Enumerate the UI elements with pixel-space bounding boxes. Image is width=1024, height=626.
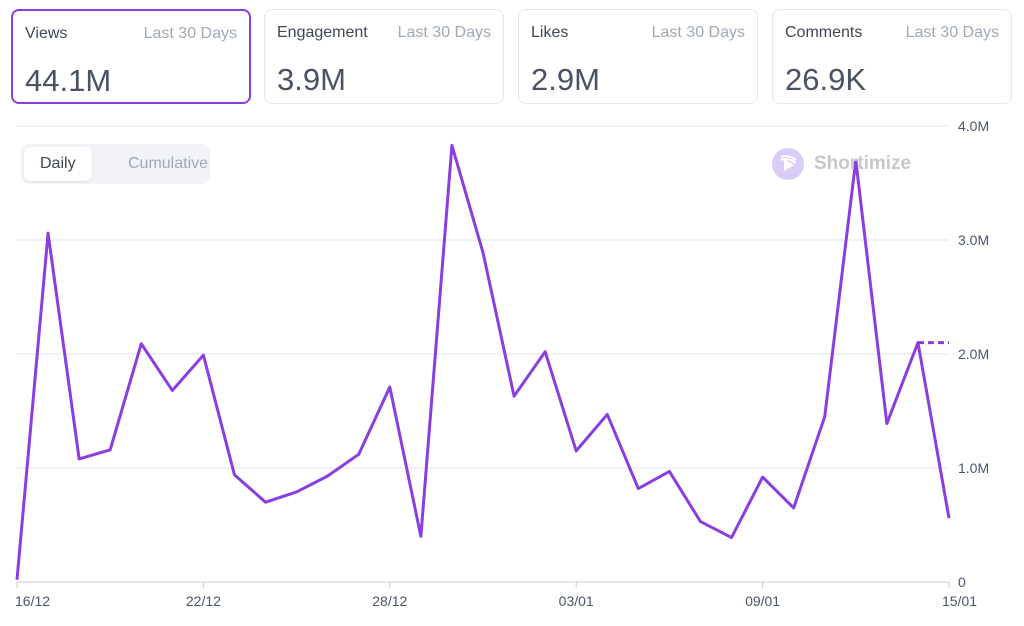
card-label: Views	[25, 25, 68, 42]
card-value: 2.9M	[531, 62, 600, 97]
view-mode-toggle: Daily Cumulative	[21, 144, 210, 184]
card-period: Last 30 Days	[143, 25, 237, 42]
y-tick-label: 1.0M	[958, 460, 989, 476]
y-tick-label: 2.0M	[958, 346, 989, 362]
x-tick-label: 09/01	[745, 593, 780, 609]
card-label: Comments	[785, 24, 863, 41]
card-label: Engagement	[277, 24, 368, 41]
x-tick-label: 22/12	[186, 593, 221, 609]
x-tick-label: 16/12	[15, 593, 50, 609]
brand-watermark: Shortimize	[772, 148, 911, 180]
shortimize-logo-icon	[772, 148, 804, 180]
card-value: 44.1M	[25, 63, 112, 98]
x-tick-label: 03/01	[559, 593, 594, 609]
card-value: 3.9M	[277, 62, 346, 97]
views-series-line	[15, 143, 951, 580]
cumulative-tab[interactable]: Cumulative	[128, 155, 209, 172]
card-period: Last 30 Days	[905, 24, 999, 41]
card-comments[interactable]: Comments Last 30 Days 26.9K	[772, 9, 1012, 104]
card-engagement[interactable]: Engagement Last 30 Days 3.9M	[264, 9, 504, 104]
card-period: Last 30 Days	[651, 24, 745, 41]
x-tick-label: 28/12	[372, 593, 407, 609]
card-value: 26.9K	[785, 62, 867, 97]
card-likes[interactable]: Likes Last 30 Days 2.9M	[518, 9, 758, 104]
card-views[interactable]: Views Last 30 Days 44.1M	[11, 9, 251, 104]
y-tick-label: 3.0M	[958, 232, 989, 248]
x-tick-label: 15/01	[942, 593, 977, 609]
card-period: Last 30 Days	[397, 24, 491, 41]
card-label: Likes	[531, 24, 569, 41]
y-tick-label: 4.0M	[958, 118, 989, 134]
daily-tab[interactable]: Daily	[24, 147, 92, 181]
y-tick-label: 0	[958, 574, 966, 590]
brand-name: Shortimize	[814, 153, 912, 174]
